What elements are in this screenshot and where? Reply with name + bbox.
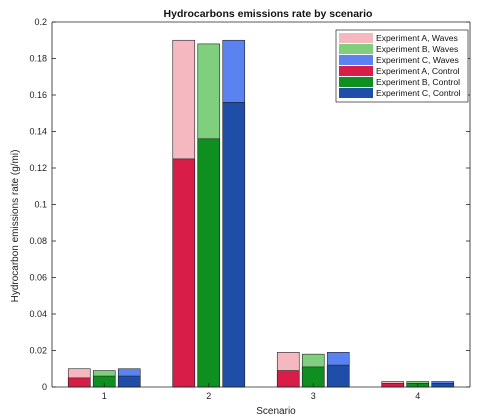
bar-experiment-c-control-scenario-3 xyxy=(326,364,350,388)
legend-swatch xyxy=(339,66,373,76)
x-axis-label: Scenario xyxy=(256,406,296,417)
y-tick-label: 0.14 xyxy=(29,127,47,137)
y-tick-label: 0.06 xyxy=(29,273,47,283)
y-tick-label: 0.08 xyxy=(29,236,47,246)
legend-entry: Experiment B, Waves xyxy=(376,44,458,54)
legend-entry: Experiment A, Control xyxy=(376,66,460,76)
legend-entry: Experiment C, Control xyxy=(376,88,461,98)
bar-experiment-c-control-scenario-4 xyxy=(431,383,455,388)
x-tick-label: 2 xyxy=(206,391,211,401)
bar-experiment-c-control-scenario-1 xyxy=(117,375,141,388)
y-tick-label: 0.16 xyxy=(29,90,47,100)
legend-entry: Experiment B, Control xyxy=(376,77,460,87)
legend-entry: Experiment C, Waves xyxy=(376,55,459,65)
y-tick-label: 0.12 xyxy=(29,163,47,173)
y-tick-label: 0.2 xyxy=(34,17,47,27)
bar-experiment-a-control-scenario-2 xyxy=(172,158,196,388)
bar-experiment-b-control-scenario-2 xyxy=(197,138,221,388)
bars-group xyxy=(67,39,455,388)
bar-experiment-a-control-scenario-1 xyxy=(67,377,91,388)
bar-experiment-c-control-scenario-2 xyxy=(222,102,246,388)
bar-experiment-a-control-scenario-4 xyxy=(381,383,405,388)
y-tick-label: 0 xyxy=(42,382,47,392)
y-tick-label: 0.1 xyxy=(34,200,47,210)
y-axis-label: Hydrocarbon emissions rate (g/mi) xyxy=(10,150,21,303)
legend-swatch xyxy=(339,88,373,98)
x-tick-label: 3 xyxy=(311,391,316,401)
bar-experiment-a-control-scenario-3 xyxy=(276,370,300,388)
legend-swatch xyxy=(339,44,373,54)
legend-swatch xyxy=(339,33,373,43)
x-tick-label: 4 xyxy=(415,391,420,401)
x-tick-label: 1 xyxy=(102,391,107,401)
axes-group: 0 0.02 0.04 0.06 0.08 0.1 0.12 0.14 0.16 0.18 0.2 1… xyxy=(29,17,471,401)
legend-swatch xyxy=(339,77,373,87)
y-axis-label-group: Hydrocarbon emissions rate (g/mi) xyxy=(10,150,21,303)
chart-title: Hydrocarbons emissions rate by scenario xyxy=(164,8,373,20)
y-tick-label: 0.04 xyxy=(29,309,47,319)
y-tick-label: 0.18 xyxy=(29,54,47,64)
legend-swatch xyxy=(339,55,373,65)
y-tick-label: 0.02 xyxy=(29,346,47,356)
legend-entry: Experiment A, Waves xyxy=(376,33,458,43)
